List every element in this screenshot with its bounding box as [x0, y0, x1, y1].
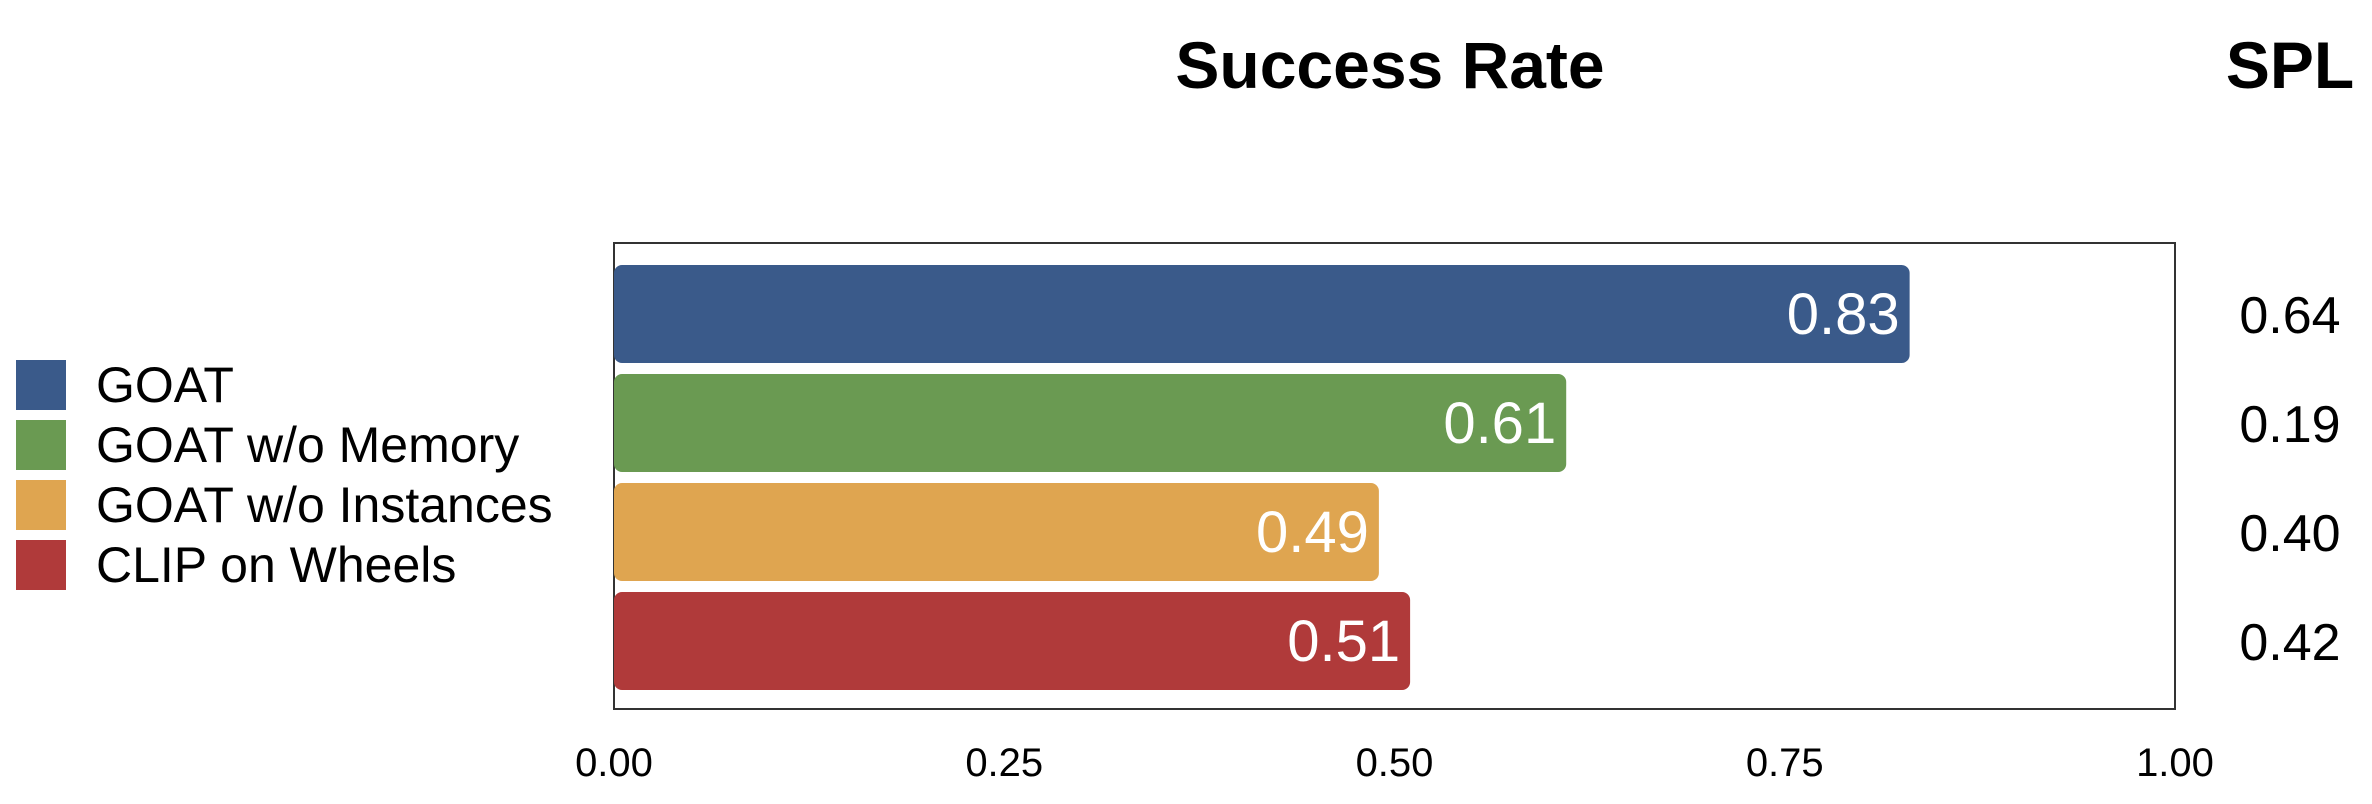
legend-swatch-goat-w-o-instances: [16, 480, 66, 530]
plot-area: 0.83 0.61 0.49 0.51: [613, 242, 2176, 710]
legend-swatch-goat-w-o-memory: [16, 420, 66, 470]
legend-label-goat-w-o-memory: GOAT w/o Memory: [96, 417, 519, 473]
x-tick-label: 0.25: [965, 741, 1043, 785]
bar-value-label-goat-w-o-instances: 0.49: [1256, 500, 1369, 565]
bar-clip-on-wheels: [614, 592, 1411, 690]
spl-column-title: SPL: [2226, 28, 2354, 102]
bar-value-label-goat-w-o-memory: 0.61: [1443, 391, 1556, 456]
bar-goat-w-o-instances: [614, 483, 1379, 581]
x-axis-ticks: 0.00 0.25 0.50 0.75 1.00: [575, 741, 2214, 785]
legend-label-clip-on-wheels: CLIP on Wheels: [96, 537, 456, 593]
bar-goat-w-o-memory: [614, 374, 1567, 472]
spl-value-clip-on-wheels: 0.42: [2239, 614, 2340, 672]
x-tick-label: 0.75: [1746, 741, 1824, 785]
spl-value-goat-w-o-instances: 0.40: [2239, 505, 2340, 563]
bar-goat: [614, 265, 1910, 363]
x-tick-label: 0.00: [575, 741, 653, 785]
chart-title: Success Rate: [1175, 28, 1604, 102]
legend-label-goat: GOAT: [96, 357, 234, 413]
x-tick-label: 0.50: [1356, 741, 1434, 785]
bar-value-label-clip-on-wheels: 0.51: [1287, 609, 1400, 674]
spl-column: 0.64 0.19 0.40 0.42: [2239, 287, 2340, 672]
legend-swatch-goat: [16, 360, 66, 410]
legend-label-goat-w-o-instances: GOAT w/o Instances: [96, 477, 553, 533]
spl-value-goat: 0.64: [2239, 287, 2340, 345]
x-tick-label: 1.00: [2136, 741, 2214, 785]
spl-value-goat-w-o-memory: 0.19: [2239, 396, 2340, 454]
plot-frame: [613, 242, 2176, 710]
bar-value-label-goat: 0.83: [1787, 282, 1900, 347]
legend-swatch-clip-on-wheels: [16, 540, 66, 590]
